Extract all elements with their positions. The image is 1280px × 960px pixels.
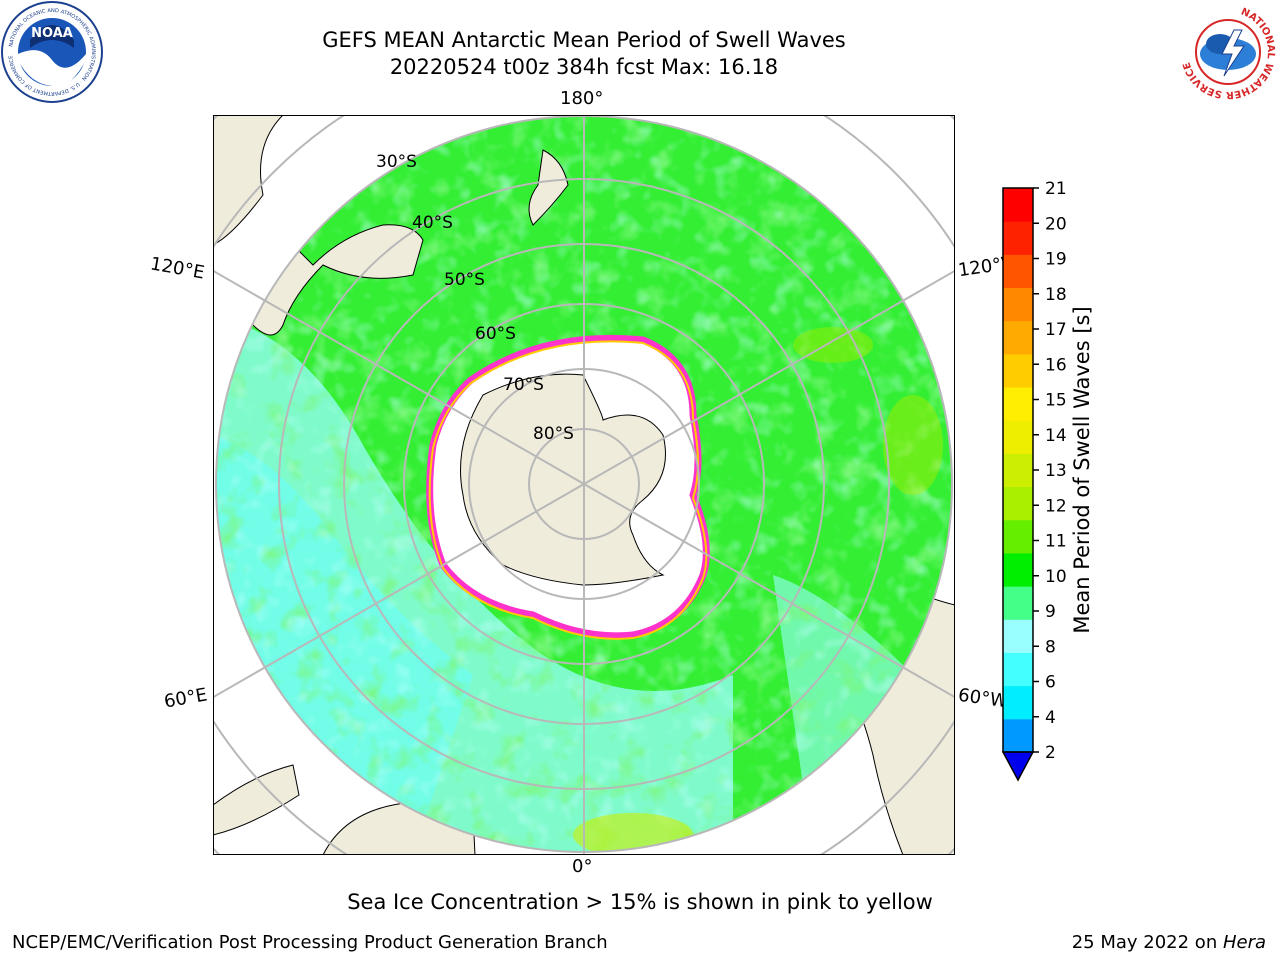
colorbar-band: [1003, 387, 1033, 421]
colorbar-band: [1003, 652, 1033, 687]
footer-date-text: 25 May 2022 on: [1071, 932, 1223, 953]
colorbar-tick-label: 8: [1045, 637, 1056, 657]
colorbar-band: [1003, 586, 1033, 620]
colorbar-extend-arrow: [1001, 751, 1035, 782]
colorbar-band: [1003, 320, 1033, 355]
lon-label-180: 180°: [560, 88, 604, 109]
lat-label-80s: 80°S: [533, 424, 574, 444]
colorbar-tick-label: 16: [1045, 355, 1067, 375]
colorbar-tick-label: 9: [1045, 602, 1056, 622]
noaa-logo: NOAA NATIONAL OCEANIC AND ATMOSPHERIC AD…: [1, 1, 103, 103]
lat-label-30s: 30°S: [376, 152, 417, 172]
lon-label-60e: 60°E: [162, 684, 209, 713]
colorbar-band: [1003, 552, 1033, 587]
colorbar-band: [1003, 486, 1033, 521]
colorbar-band: [1003, 221, 1033, 255]
colorbar-tick-label: 6: [1045, 673, 1056, 693]
colorbar-band: [1003, 685, 1033, 720]
colorbar-band: [1003, 718, 1033, 753]
colorbar-tick-label: 20: [1045, 214, 1067, 234]
colorbar-band: [1003, 453, 1033, 488]
colorbar-band: [1003, 188, 1033, 222]
lon-label-120e: 120°E: [148, 253, 207, 284]
footer-date: 25 May 2022 on Hera: [1072, 932, 1266, 953]
colorbar-tick-label: 19: [1045, 250, 1067, 270]
colorbar-band: [1003, 420, 1033, 454]
lat-label-50s: 50°S: [444, 270, 485, 290]
colorbar-band: [1003, 619, 1033, 653]
colorbar-tick-label: 21: [1045, 180, 1067, 199]
colorbar-tick-label: 10: [1045, 567, 1067, 587]
colorbar-band: [1003, 254, 1033, 289]
map-subtitle: 20220524 t00z 384h fcst Max: 16.18: [389, 55, 779, 79]
colorbar-label: Mean Period of Swell Waves [s]: [1070, 306, 1094, 634]
nws-logo: NATIONAL WEATHER SERVICE: [1180, 4, 1276, 100]
noaa-logo-text: NOAA: [31, 26, 73, 41]
lon-label-0: 0°: [572, 856, 593, 877]
lat-label-60s: 60°S: [475, 324, 516, 344]
colorbar-band: [1003, 519, 1033, 554]
colorbar-tick-label: 4: [1045, 708, 1056, 728]
colorbar-band: [1003, 353, 1033, 388]
colorbar-tick-label: 13: [1045, 461, 1067, 481]
colorbar-band: [1003, 287, 1033, 322]
colorbar-tick-label: 15: [1045, 391, 1067, 411]
colorbar: 2 4 6 8 9 10 11 12 13 14 15 16 17 18 19 20 21: [1001, 180, 1067, 782]
map-title: GEFS MEAN Antarctic Mean Period of Swell…: [322, 28, 846, 52]
colorbar-tick-label: 18: [1045, 285, 1067, 305]
polar-map: [213, 115, 955, 855]
colorbar-tick-label: 12: [1045, 496, 1067, 516]
lat-label-70s: 70°S: [503, 375, 544, 395]
colorbar-tick-label: 14: [1045, 426, 1067, 446]
colorbar-tick-label: 17: [1045, 320, 1067, 340]
colorbar-tick-label: 2: [1045, 743, 1056, 763]
colorbar-tick-label: 11: [1045, 532, 1067, 552]
meridians: [213, 115, 955, 855]
footer-host: Hera: [1222, 932, 1266, 953]
lat-label-40s: 40°S: [412, 213, 453, 233]
footer-credit: NCEP/EMC/Verification Post Processing Pr…: [12, 932, 608, 953]
sea-ice-note: Sea Ice Concentration > 15% is shown in …: [347, 890, 933, 914]
